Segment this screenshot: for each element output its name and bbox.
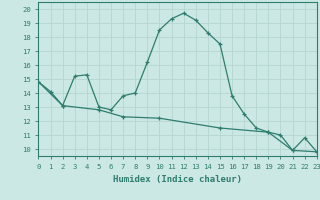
X-axis label: Humidex (Indice chaleur): Humidex (Indice chaleur): [113, 175, 242, 184]
